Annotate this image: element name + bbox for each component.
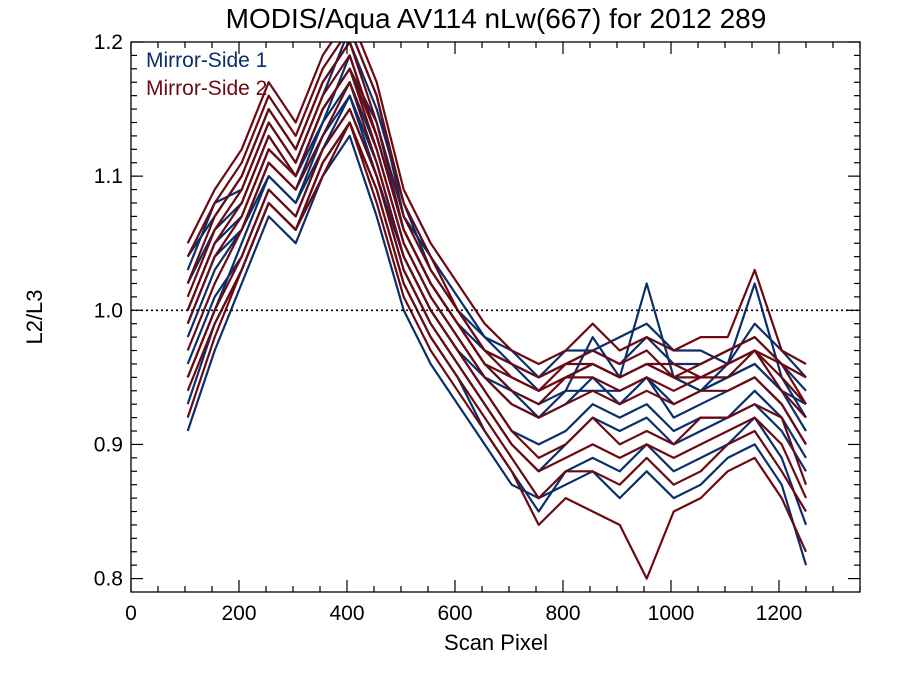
plot-area: 0 200 400 600 800 1000 1200 0.8 0.9 1.0 1.1 1.2 — [94, 31, 861, 625]
series-line-ms1-7 — [186, 121, 808, 526]
x-tick-label: 400 — [329, 602, 364, 625]
series-line-ms2-19 — [186, 121, 807, 513]
series-line-ms2-16 — [186, 107, 808, 499]
series-line-ms1-10 — [186, 94, 807, 432]
x-tick-label: 1200 — [756, 602, 803, 625]
series-line-ms2-12 — [186, 81, 808, 486]
series-line-ms2-17 — [186, 67, 807, 445]
y-axis-label: L2/L3 — [22, 289, 47, 344]
x-axis: 0 200 400 600 800 1000 1200 — [125, 42, 861, 625]
series-line-ms1-4 — [186, 134, 808, 566]
x-tick-label: 800 — [545, 602, 580, 625]
legend-entry-mirror-side-2: Mirror-Side 2 — [146, 77, 267, 100]
y-tick-label: 0.8 — [94, 568, 123, 591]
legend-entry-mirror-side-1: Mirror-Side 1 — [146, 49, 267, 72]
plot-frame — [130, 41, 861, 593]
x-tick-label: 1000 — [648, 602, 695, 625]
y-tick-label: 1.2 — [94, 31, 123, 54]
x-tick-label: 600 — [437, 602, 472, 625]
series-line-ms1-3 — [186, 42, 807, 379]
series-line-ms2-18 — [186, 42, 807, 379]
y-tick-label: 1.1 — [94, 165, 123, 188]
x-tick-label: 0 — [125, 602, 137, 625]
chart-title: MODIS/Aqua AV114 nLw(667) for 2012 289 — [226, 3, 767, 34]
series-line-ms2-13 — [186, 54, 807, 419]
x-axis-label: Scan Pixel — [444, 630, 548, 655]
y-tick-label: 1.0 — [94, 299, 123, 322]
y-tick-label: 0.9 — [94, 433, 123, 456]
series-layer — [186, 42, 808, 580]
y-axis: 0.8 0.9 1.0 1.1 1.2 — [94, 31, 860, 591]
series-line-ms1-1 — [186, 67, 807, 406]
series-line-ms2-15 — [186, 42, 807, 366]
series-line-ms2-20 — [186, 67, 807, 405]
x-tick-label: 200 — [221, 602, 256, 625]
legend: Mirror-Side 1 Mirror-Side 2 — [146, 49, 267, 100]
